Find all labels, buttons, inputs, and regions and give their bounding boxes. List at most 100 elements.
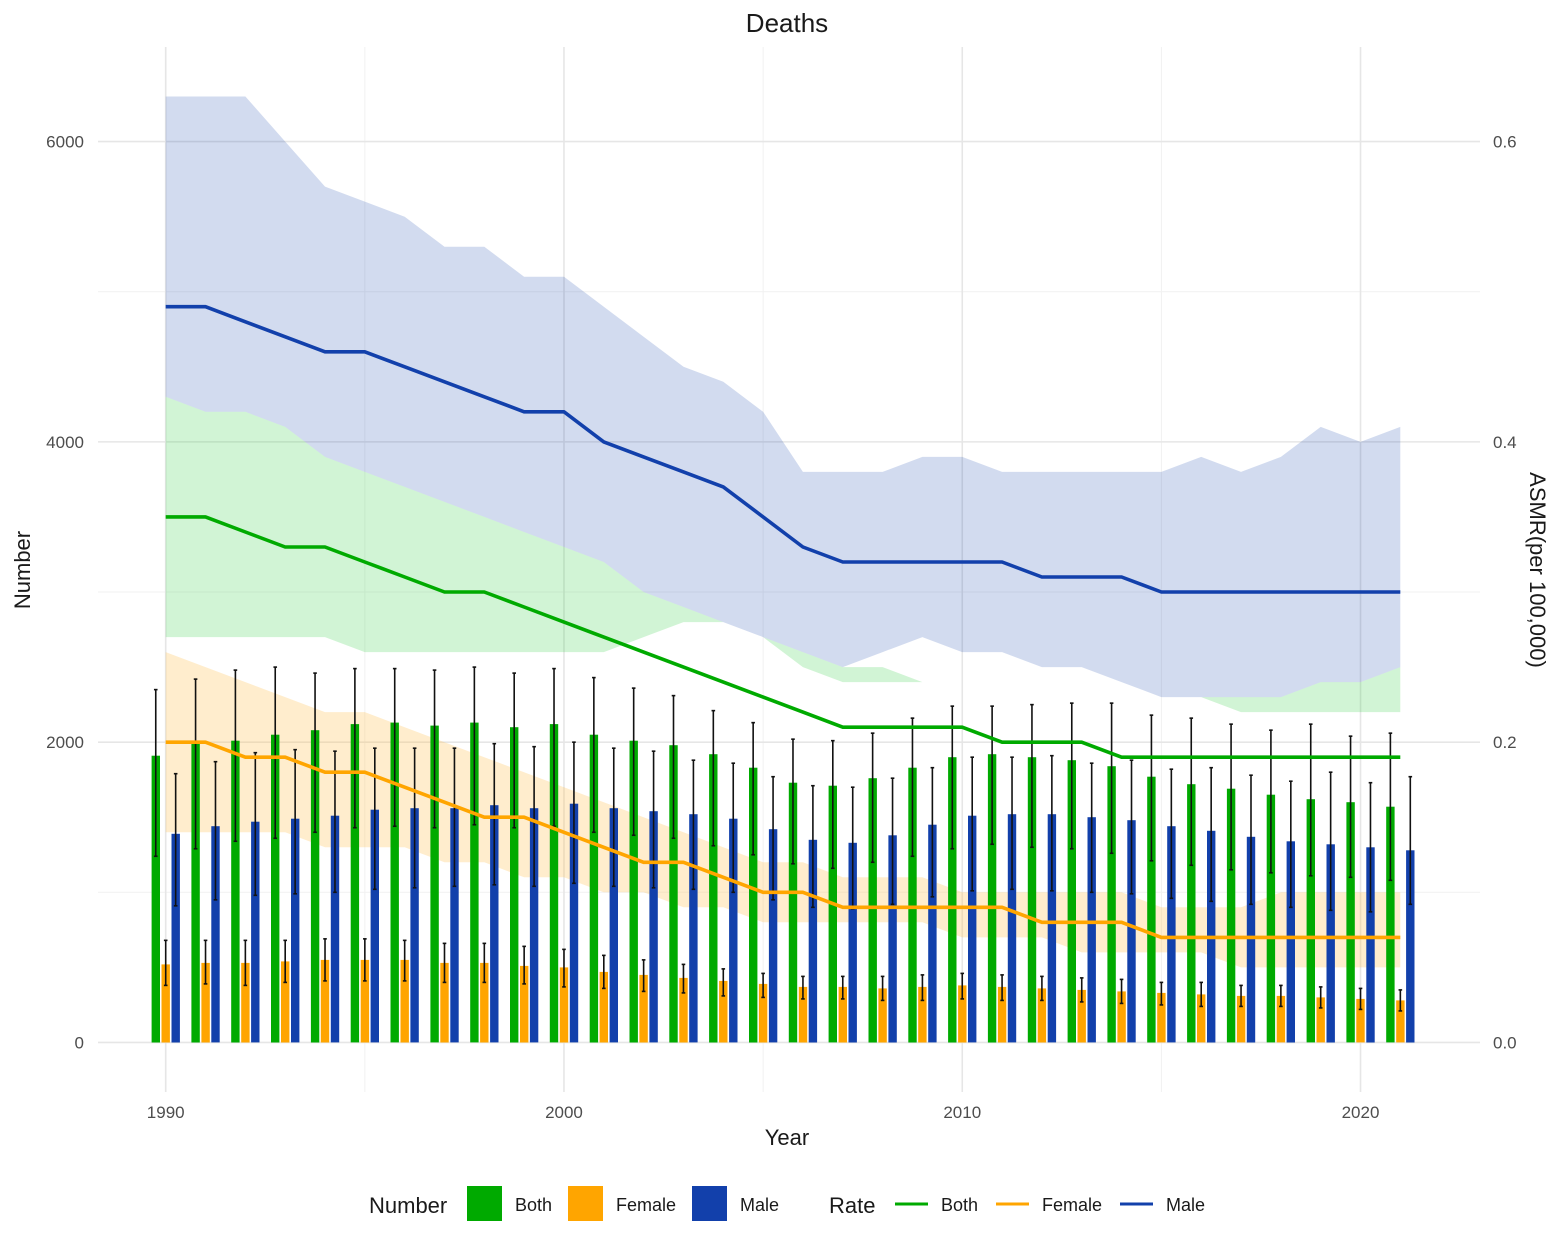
bar-female-2020	[1356, 998, 1365, 1043]
number-bars	[151, 722, 1415, 1043]
bar-both-2017	[1226, 788, 1236, 1043]
y-axis-title: Number	[10, 531, 35, 609]
y-tick-label: 0	[75, 1033, 84, 1052]
bar-female-2003	[679, 977, 688, 1043]
x-tick-label: 2010	[943, 1103, 981, 1122]
bar-female-1990	[161, 964, 170, 1043]
bar-male-2002	[649, 811, 658, 1043]
bar-both-2021	[1386, 806, 1395, 1043]
bar-male-1994	[330, 815, 340, 1043]
bar-male-2014	[1127, 820, 1136, 1043]
bar-male-1995	[370, 809, 379, 1043]
bar-male-1997	[450, 808, 459, 1043]
legend-label-number-female: Female	[616, 1195, 676, 1215]
bar-male-2011	[1007, 814, 1017, 1043]
y-tick-label: 4000	[46, 433, 84, 452]
bar-both-1990	[151, 755, 160, 1043]
bar-female-2019	[1316, 997, 1325, 1043]
rate-lines	[165, 304, 1401, 940]
bar-male-2000	[569, 803, 579, 1043]
bar-female-2011	[997, 986, 1007, 1043]
legend-label-rate-male: Male	[1166, 1195, 1205, 1215]
bar-female-1991	[201, 962, 210, 1043]
bar-female-2007	[838, 986, 847, 1043]
bar-female-2005	[758, 983, 768, 1043]
bar-both-2009	[908, 767, 917, 1043]
bar-both-1999	[510, 727, 519, 1043]
bar-both-2018	[1266, 794, 1276, 1043]
bar-male-1996	[410, 808, 419, 1043]
x-tick-label: 2020	[1342, 1103, 1380, 1122]
chart-title: Deaths	[746, 8, 828, 38]
bar-female-2015	[1157, 992, 1166, 1043]
bar-both-1998	[470, 722, 479, 1043]
y2-tick-label: 0.6	[1493, 133, 1517, 152]
bar-both-1994	[310, 730, 320, 1043]
bar-male-2020	[1366, 847, 1375, 1043]
bar-both-1995	[350, 724, 360, 1043]
rate-line-both	[165, 515, 1401, 760]
bar-both-2020	[1346, 802, 1355, 1043]
bar-both-1992	[231, 740, 240, 1043]
bar-both-1991	[191, 743, 200, 1043]
bar-female-2004	[719, 980, 728, 1043]
legend-label-rate-female: Female	[1042, 1195, 1102, 1215]
bar-both-2019	[1306, 799, 1315, 1043]
legend-key-number-female	[568, 1186, 603, 1221]
bar-female-2009	[918, 986, 927, 1043]
bar-male-2021	[1406, 850, 1415, 1043]
bar-male-2004	[729, 818, 738, 1043]
bar-female-2014	[1117, 991, 1126, 1043]
bar-both-2001	[589, 734, 599, 1043]
bar-female-1995	[360, 959, 370, 1043]
bar-female-1993	[281, 961, 290, 1043]
legend-key-number-male	[692, 1186, 727, 1221]
bar-male-1993	[291, 818, 300, 1043]
bar-female-2013	[1077, 989, 1086, 1043]
bar-male-2013	[1087, 817, 1096, 1043]
bar-female-2001	[599, 971, 608, 1043]
bar-both-2007	[828, 785, 837, 1043]
bar-female-1994	[320, 959, 330, 1043]
bar-male-1992	[251, 821, 260, 1043]
bar-both-2003	[669, 745, 678, 1043]
bar-male-1990	[171, 833, 180, 1043]
bar-male-2015	[1167, 826, 1176, 1043]
bar-both-2000	[549, 724, 559, 1043]
bar-male-1991	[211, 826, 220, 1043]
bar-both-2005	[749, 767, 758, 1043]
bar-both-2016	[1187, 784, 1196, 1043]
bar-both-1997	[430, 725, 439, 1043]
bar-female-2000	[559, 967, 569, 1043]
x-tick-label: 1990	[147, 1103, 185, 1122]
bar-male-2005	[768, 829, 778, 1043]
bar-both-1993	[271, 734, 280, 1043]
legend-label-number-male: Male	[740, 1195, 779, 1215]
bar-both-2011	[987, 754, 997, 1043]
rate-line-female	[165, 740, 1401, 940]
bar-both-2012	[1027, 757, 1037, 1043]
bar-male-2012	[1047, 814, 1057, 1043]
bar-male-2008	[888, 835, 897, 1043]
legend-key-number-both	[467, 1186, 502, 1221]
bar-both-1996	[390, 722, 399, 1043]
bar-both-2004	[709, 754, 718, 1043]
rate-ribbon-both	[165, 396, 1401, 713]
bar-male-2019	[1326, 844, 1335, 1043]
bar-female-1992	[241, 962, 250, 1043]
y2-axis-title: ASMR(per 100,000)	[1525, 472, 1550, 668]
y2-tick-label: 0.0	[1493, 1033, 1517, 1052]
bar-female-2006	[798, 986, 808, 1043]
bar-female-1996	[400, 959, 409, 1043]
bar-male-2007	[848, 842, 857, 1043]
legend: Number Both Female Male Rate Both Female…	[369, 1186, 1205, 1221]
rate-ribbon-male	[165, 96, 1401, 698]
bar-both-2008	[868, 778, 877, 1043]
bar-male-2017	[1246, 836, 1256, 1043]
bar-male-1998	[490, 805, 499, 1043]
bar-female-1998	[480, 962, 489, 1043]
bar-both-2002	[629, 740, 638, 1043]
axis-labels: 1990 2000 2010 2020 0 2000 4000 6000 0.0 0.2 0.4 0.…	[46, 133, 1516, 1122]
